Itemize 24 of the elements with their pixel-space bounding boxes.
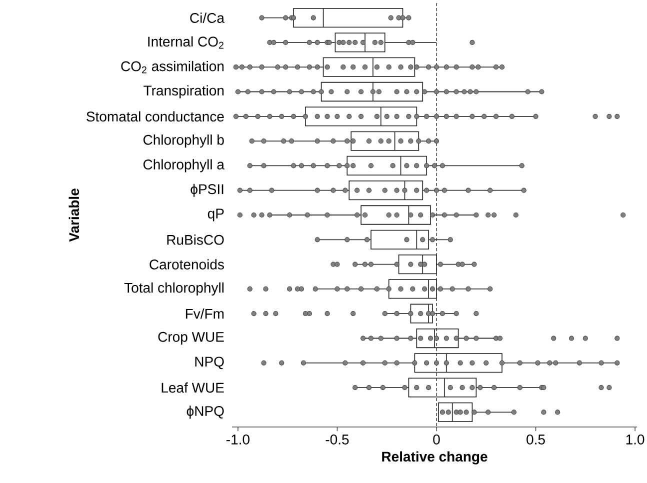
x-tick-label: 0.5 xyxy=(526,434,545,444)
y-tick-label: Leaf WUE xyxy=(162,382,224,393)
y-tick-label: RuBisCO xyxy=(167,234,224,245)
y-tick-label: Ci/Ca xyxy=(190,12,224,23)
y-tick-label: Fv/Fm xyxy=(186,308,224,319)
x-axis-title: Relative change xyxy=(382,451,488,464)
y-tick-label: Chlorophyll a xyxy=(143,159,224,172)
y-tick-label: ϕPSII xyxy=(190,184,224,197)
y-tick-label: NPQ xyxy=(195,356,224,370)
x-tick-label: -1.0 xyxy=(226,434,250,444)
y-tick-label: Stomatal conductance xyxy=(86,111,224,122)
x-tick-label: 0 xyxy=(433,434,440,444)
y-tick-label: CO$_{2}$ assimilation xyxy=(121,60,224,74)
y-tick-label: ϕNPQ xyxy=(186,406,224,419)
y-tick-label: Chlorophyll b xyxy=(143,134,224,148)
y-tick-label: Total chlorophyll xyxy=(124,282,224,296)
y-axis-title: Variable xyxy=(68,188,80,242)
y-tick-label: qP xyxy=(208,208,224,222)
y-tick-label: Transpiration xyxy=(144,85,224,98)
y-tick-label: Crop WUE xyxy=(158,332,224,345)
y-tick-label: Internal CO$_{2}$ xyxy=(148,36,224,49)
x-tick-label: 1.0 xyxy=(626,434,644,444)
y-tick-label: Carotenoids xyxy=(150,259,224,270)
x-tick-label: -0.5 xyxy=(326,434,349,444)
